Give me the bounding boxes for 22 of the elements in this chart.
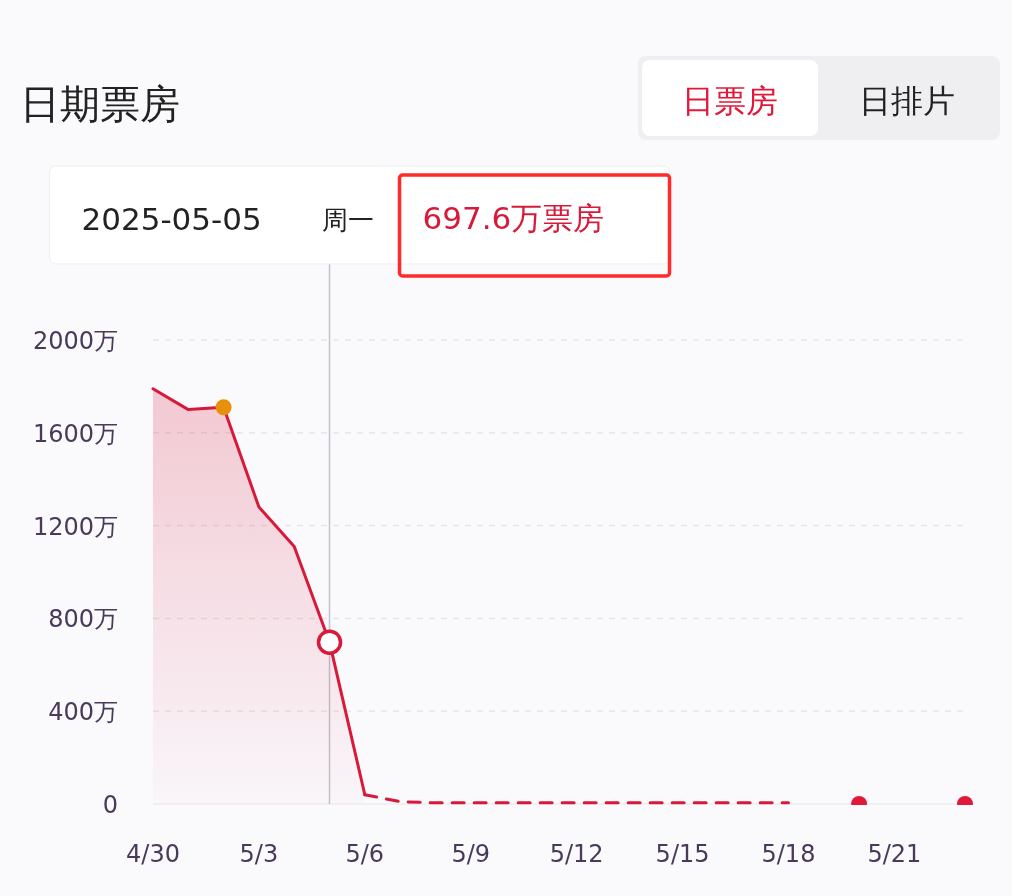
x-tick-label: 5/3: [239, 840, 279, 868]
x-tick-label: 5/9: [451, 840, 491, 868]
y-tick-label: 2000万: [32, 327, 118, 355]
point: [215, 399, 232, 416]
y-tick-label: 800万: [48, 605, 118, 634]
text: 周一: [321, 205, 374, 235]
y-tick-label: 0: [102, 791, 118, 819]
chart-title: 日期票房: [20, 81, 180, 127]
text: 697.6万票房: [422, 200, 605, 236]
x-tick-label: 5/12: [549, 840, 604, 868]
x-tick-label: 5/6: [345, 840, 385, 868]
x-tick-label: 5/18: [761, 840, 816, 868]
x-tick-label: 5/21: [867, 840, 922, 868]
point: [316, 629, 343, 655]
y-tick-label: 400万: [48, 698, 118, 727]
y-tick-label: 1200万: [32, 512, 118, 541]
x-tick-label: 5/15: [655, 840, 710, 868]
text: 2025-05-05: [81, 201, 262, 237]
text: 日排片: [859, 82, 955, 120]
x-tick-label: 4/30: [126, 840, 180, 868]
y-tick-label: 1600万: [32, 419, 118, 448]
text: 日票房: [682, 82, 778, 120]
